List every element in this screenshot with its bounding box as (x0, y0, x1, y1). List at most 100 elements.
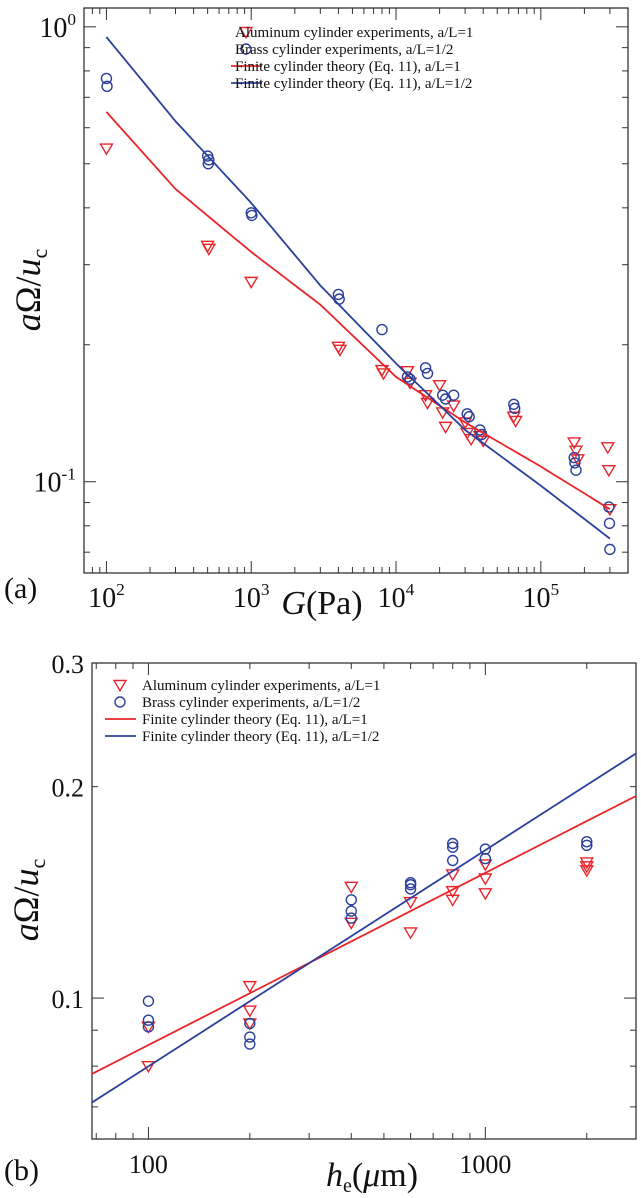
y-tick-label: 10-1 (34, 465, 76, 499)
data-point-triangle (141, 1060, 156, 1074)
data-point-triangle (242, 1005, 258, 1018)
data-point-circle (603, 501, 615, 513)
data-point-triangle (601, 465, 617, 478)
y-axis-label: aΩ/uc (8, 248, 52, 331)
x-tick-label: 100 (129, 1150, 168, 1179)
data-point-circle (446, 837, 459, 850)
data-point-triangle (463, 434, 479, 447)
data-point-circle (508, 398, 520, 410)
data-point-circle (479, 852, 492, 865)
data-point-triangle (445, 869, 460, 882)
plot-frame (83, 7, 629, 574)
legend-label: Aluminum cylinder experiments, a/L=1 (235, 25, 473, 41)
data-point-triangle (570, 454, 586, 467)
data-point-triangle (579, 865, 594, 878)
legend-label: Finite cylinder theory (Eq. 11), a/L=1/2 (142, 729, 379, 745)
data-point-circle (246, 209, 258, 222)
data-point-circle (447, 389, 460, 401)
data-point-circle (568, 451, 580, 464)
series-line (92, 752, 636, 1104)
data-point-circle (244, 1017, 256, 1030)
data-point-triangle (438, 421, 453, 434)
x-tick-label: 102 (88, 580, 125, 614)
data-point-triangle (566, 437, 582, 450)
data-point-circle (345, 905, 357, 917)
data-point-circle (474, 424, 486, 436)
legend-label: Finite cylinder theory (Eq. 11), a/L=1/2 (235, 76, 472, 92)
series-triangle-down (141, 857, 594, 1074)
legend-label: Finite cylinder theory (Eq. 11), a/L=1 (142, 712, 368, 728)
data-point-triangle (478, 873, 493, 886)
data-point-triangle (568, 445, 584, 458)
legend-circle-icon (114, 696, 126, 708)
series-triangle-down (99, 143, 618, 517)
y-tick-label: 100 (39, 10, 76, 44)
data-point-triangle (508, 415, 523, 429)
data-point-circle (461, 408, 473, 420)
data-point-circle (446, 841, 459, 853)
series-line (105, 36, 611, 540)
data-point-circle (463, 410, 475, 423)
series-line (92, 795, 636, 1075)
data-point-circle (404, 373, 416, 385)
x-tick-label: 105 (522, 580, 559, 614)
data-point-triangle (376, 368, 391, 381)
data-point-circle (142, 1021, 155, 1033)
plot-frame (91, 662, 637, 1140)
data-point-triangle (579, 857, 594, 870)
data-point-circle (581, 839, 593, 852)
data-point-circle (569, 457, 581, 469)
theory-line (92, 752, 636, 1104)
data-point-circle (376, 323, 388, 336)
x-tick-label: 103 (233, 580, 270, 614)
panel-label: (a) (4, 572, 37, 605)
data-point-triangle (244, 276, 259, 289)
data-point-circle (203, 154, 215, 166)
legend-circle-icon (240, 43, 252, 55)
data-point-triangle (403, 927, 418, 940)
data-point-circle (604, 543, 616, 556)
legend-label: Brass cylinder experiments, a/L=1/2 (235, 42, 453, 58)
y-tick-label: 0.1 (52, 985, 85, 1014)
data-point-circle (202, 158, 214, 170)
data-point-circle (142, 995, 155, 1007)
data-point-circle (244, 1038, 256, 1050)
data-point-circle (404, 883, 417, 895)
data-point-triangle (600, 442, 616, 455)
y-tick-label: 0.3 (52, 650, 85, 679)
theory-line (105, 111, 611, 510)
legend: Aluminum cylinder experiments, a/L=1Bras… (231, 25, 473, 92)
panel-label: (b) (4, 1154, 39, 1187)
data-point-circle (419, 362, 432, 374)
data-point-triangle (332, 344, 348, 357)
data-point-triangle (344, 917, 359, 930)
data-point-circle (101, 80, 113, 93)
data-point-triangle (478, 859, 493, 872)
x-axis-label: he(μm) (326, 1157, 418, 1197)
x-tick-label: 104 (378, 580, 415, 614)
data-point-triangle (445, 894, 460, 907)
data-point-triangle (344, 881, 359, 894)
legend-label: Aluminum cylinder experiments, a/L=1 (142, 678, 380, 694)
legend-label: Finite cylinder theory (Eq. 11), a/L=1 (235, 59, 461, 75)
legend-triangle-icon (112, 679, 128, 693)
series-line (105, 111, 611, 510)
data-point-triangle (579, 861, 594, 874)
data-point-circle (508, 402, 521, 415)
data-point-triangle (99, 143, 114, 156)
legend-label: Brass cylinder experiments, a/L=1/2 (142, 695, 360, 711)
x-tick-label: 1000 (459, 1150, 511, 1179)
minor-ticks (83, 8, 629, 573)
data-point-circle (421, 367, 434, 380)
data-point-circle (603, 517, 616, 530)
legend-triangle-icon (238, 26, 254, 40)
data-point-circle (332, 288, 345, 301)
data-point-triangle (478, 888, 493, 901)
data-point-triangle (432, 379, 447, 393)
minor-ticks (92, 663, 636, 1139)
panel-b: 100 1000 0.3 0.2 0.1 (b) he(μm) aΩ/uc Aluminum c… (4, 650, 637, 1197)
data-point-triangle (446, 400, 461, 413)
data-point-circle (570, 464, 582, 476)
data-point-circle (244, 1031, 256, 1043)
